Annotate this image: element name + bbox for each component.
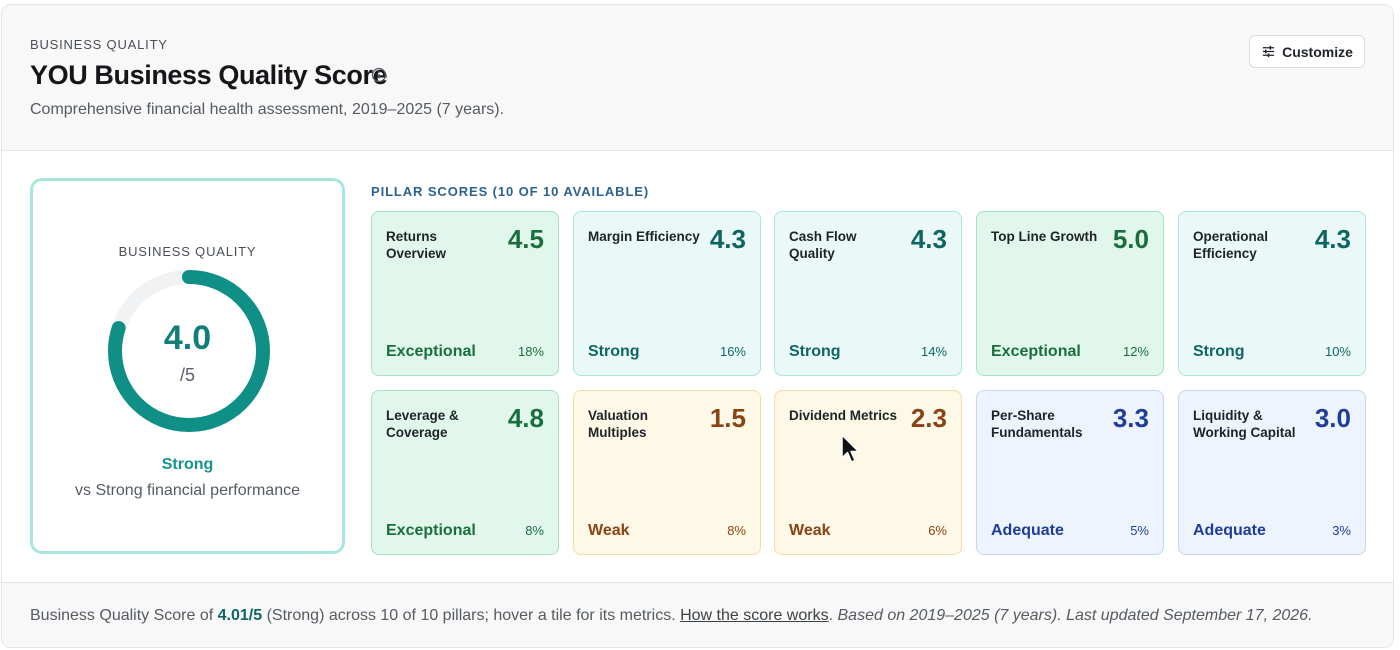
pillar-rating: Exceptional xyxy=(386,522,476,539)
pillar-score: 4.3 xyxy=(1314,224,1351,254)
pillar-weight: 6% xyxy=(928,523,947,538)
customize-label: Customize xyxy=(1282,43,1353,60)
pillar-tile[interactable]: Valuation Multiples 1.5 Weak 8% xyxy=(573,390,761,555)
pillar-score: 4.3 xyxy=(709,224,746,254)
pillar-weight: 5% xyxy=(1130,523,1149,538)
overall-score-value: 4.0 xyxy=(163,319,212,357)
pillar-weight: 16% xyxy=(719,344,746,359)
pillar-rating: Adequate xyxy=(1193,522,1266,539)
score-gauge xyxy=(108,270,270,432)
mouse-cursor-icon xyxy=(841,434,860,463)
pillar-rating: Exceptional xyxy=(991,343,1081,360)
pillar-score: 4.3 xyxy=(910,224,947,254)
pillar-name: Cash Flow Quality xyxy=(789,229,857,261)
pillar-tile[interactable]: Dividend Metrics 2.3 Weak 6% xyxy=(774,390,962,555)
pillar-score: 2.3 xyxy=(910,403,947,433)
business-quality-card: BUSINESS QUALITY YOU Business Quality Sc… xyxy=(1,4,1394,648)
footer-summary: Business Quality Score of 4.01/5 (Strong… xyxy=(30,607,1313,624)
pillar-name: Valuation Multiples xyxy=(588,408,649,440)
pillar-scores-heading: PILLAR SCORES (10 OF 10 AVAILABLE) xyxy=(371,184,650,199)
overall-score-panel: BUSINESS QUALITY 4.0 /5 Strong vs Strong… xyxy=(30,178,345,554)
overall-rating: Strong xyxy=(161,456,214,473)
overall-score-max: /5 xyxy=(179,365,195,385)
pillar-score: 3.0 xyxy=(1314,403,1351,433)
footer-middle: (Strong) across 10 of 10 pillars; hover … xyxy=(266,607,676,624)
pillar-tile[interactable]: Per-Share Fundamentals 3.3 Adequate 5% xyxy=(976,390,1164,555)
pillar-weight: 10% xyxy=(1324,344,1351,359)
pillar-rating: Strong xyxy=(588,343,640,360)
pillar-score: 4.8 xyxy=(507,403,544,433)
overall-caption: vs Strong financial performance xyxy=(75,482,300,499)
pillar-name: Operational Efficiency xyxy=(1193,229,1269,261)
pillar-name: Top Line Growth xyxy=(991,229,1098,244)
pillar-tile[interactable]: Operational Efficiency 4.3 Strong 10% xyxy=(1178,211,1366,376)
pillar-weight: 8% xyxy=(525,523,544,538)
pillar-name: Liquidity & Working Capital xyxy=(1193,408,1296,440)
sliders-icon xyxy=(1262,45,1275,58)
pillar-score: 5.0 xyxy=(1112,224,1149,254)
pillar-name: Dividend Metrics xyxy=(789,408,898,423)
pillar-rating: Exceptional xyxy=(386,343,476,360)
card-header: BUSINESS QUALITY YOU Business Quality Sc… xyxy=(2,5,1393,151)
pillar-tile[interactable]: Leverage & Coverage 4.8 Exceptional 8% xyxy=(371,390,559,555)
pillar-tile[interactable]: Cash Flow Quality 4.3 Strong 14% xyxy=(774,211,962,376)
pillar-score: 1.5 xyxy=(709,403,746,433)
pillar-tile[interactable]: Liquidity & Working Capital 3.0 Adequate… xyxy=(1178,390,1366,555)
pillar-tile[interactable]: Margin Efficiency 4.3 Strong 16% xyxy=(573,211,761,376)
pillar-weight: 18% xyxy=(517,344,544,359)
pillar-weight: 8% xyxy=(727,523,746,538)
pillar-rating: Adequate xyxy=(991,522,1064,539)
pillar-name: Per-Share Fundamentals xyxy=(991,408,1083,440)
pillar-name: Margin Efficiency xyxy=(588,229,700,244)
how-score-works-link[interactable]: How the score works xyxy=(680,607,829,624)
gauge-arc xyxy=(108,270,270,432)
info-circle-icon[interactable] xyxy=(371,67,387,83)
page-title: YOU Business Quality Score xyxy=(30,60,388,90)
section-eyebrow: BUSINESS QUALITY xyxy=(30,37,168,52)
pillar-score: 4.5 xyxy=(507,224,544,254)
pillar-rating: Weak xyxy=(789,522,831,539)
pillar-weight: 12% xyxy=(1122,344,1149,359)
pillar-rating: Strong xyxy=(789,343,841,360)
pillar-score: 3.3 xyxy=(1112,403,1149,433)
subtitle: Comprehensive financial health assessmen… xyxy=(30,101,505,118)
overall-eyebrow: BUSINESS QUALITY xyxy=(118,244,257,259)
pillar-tile[interactable]: Top Line Growth 5.0 Exceptional 12% xyxy=(976,211,1164,376)
footer-suffix: Based on 2019–2025 (7 years). Last updat… xyxy=(837,607,1313,624)
pillar-rating: Weak xyxy=(588,522,630,539)
pillar-tile[interactable]: Returns Overview 4.5 Exceptional 18% xyxy=(371,211,559,376)
pillar-name: Leverage & Coverage xyxy=(386,408,459,440)
pillar-rating: Strong xyxy=(1193,343,1245,360)
pillar-weight: 14% xyxy=(920,344,947,359)
customize-button[interactable]: Customize xyxy=(1249,35,1365,68)
pillar-tiles-grid: Returns Overview 4.5 Exceptional 18% Mar… xyxy=(371,211,1366,555)
pillar-name: Returns Overview xyxy=(386,229,447,261)
footer-score: 4.01/5 xyxy=(217,607,263,624)
card-footer: Business Quality Score of 4.01/5 (Strong… xyxy=(2,582,1393,647)
pillar-weight: 3% xyxy=(1332,523,1351,538)
footer-prefix: Business Quality Score of xyxy=(30,607,214,624)
